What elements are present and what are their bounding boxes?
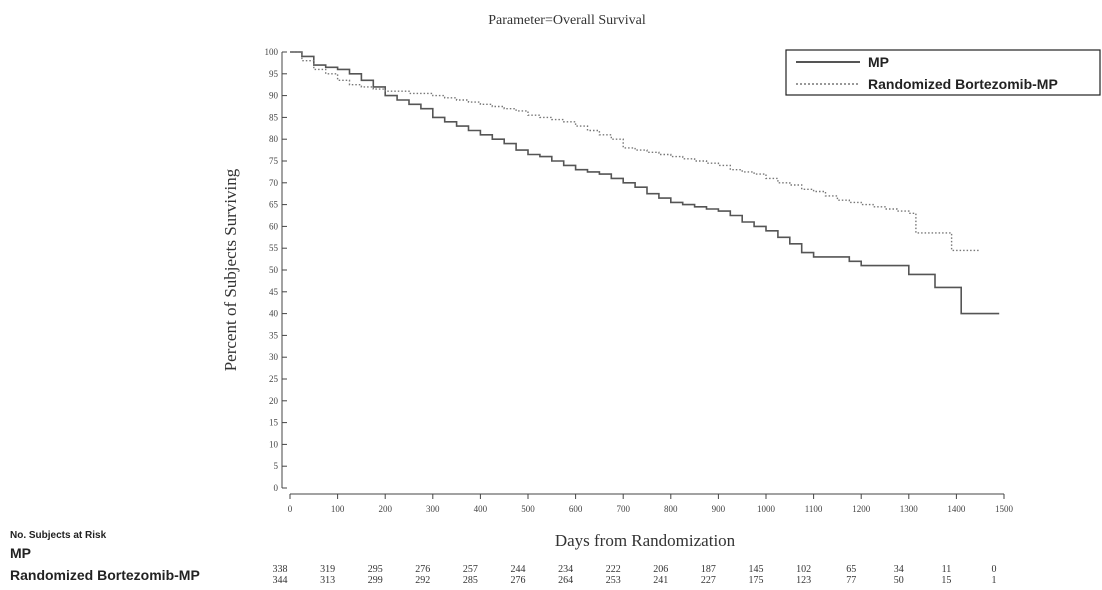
y-tick-label: 15 — [269, 418, 279, 428]
y-tick-label: 85 — [269, 112, 279, 122]
legend-label-mp: MP — [868, 54, 889, 70]
risk-value: 253 — [606, 575, 621, 586]
x-tick-label: 1200 — [852, 504, 871, 514]
y-tick-label: 95 — [269, 69, 279, 79]
risk-value: 1 — [992, 575, 997, 586]
x-tick-label: 500 — [521, 504, 535, 514]
risk-value: 0 — [992, 564, 997, 575]
risk-value: 65 — [846, 564, 856, 575]
risk-values: 338 319 295 276 257 244 234 222 206 187 145 102 65 34… — [273, 564, 997, 586]
plot-lines — [290, 51, 1000, 315]
y-tick-label: 60 — [269, 221, 279, 231]
y-axis: 0 5 10 15 20 25 30 35 40 45 50 55 60 65 70 75 80 85 90 95 10… — [265, 47, 287, 493]
risk-row-label-vmp: Randomized Bortezomib-MP — [10, 567, 200, 583]
risk-value: 222 — [606, 564, 621, 575]
risk-value: 15 — [941, 575, 951, 586]
risk-value: 264 — [558, 575, 573, 586]
risk-value: 34 — [894, 564, 904, 575]
chart-title: Parameter=Overall Survival — [488, 13, 646, 28]
risk-value: 292 — [415, 575, 430, 586]
legend-box — [785, 49, 1101, 96]
y-tick-label: 50 — [269, 265, 279, 275]
y-tick-label: 55 — [269, 243, 279, 253]
y-tick-label: 20 — [269, 396, 279, 406]
risk-value: 257 — [463, 564, 478, 575]
x-tick-label: 900 — [712, 504, 726, 514]
risk-value: 11 — [942, 564, 952, 575]
y-tick-label: 65 — [269, 200, 279, 210]
y-tick-label: 45 — [269, 287, 279, 297]
y-tick-label: 80 — [269, 134, 279, 144]
risk-value: 295 — [368, 564, 383, 575]
risk-value: 299 — [368, 575, 383, 586]
y-tick-label: 25 — [269, 374, 279, 384]
x-tick-label: 200 — [378, 504, 392, 514]
x-tick-label: 400 — [474, 504, 488, 514]
legend: MP Randomized Bortezomib-MP — [785, 49, 1101, 96]
x-tick-label: 700 — [616, 504, 630, 514]
risk-value: 77 — [846, 575, 856, 586]
x-tick-label: 1000 — [757, 504, 776, 514]
risk-value: 206 — [653, 564, 668, 575]
risk-value: 313 — [320, 575, 335, 586]
series-line-1 — [290, 51, 981, 252]
legend-label-vmp: Randomized Bortezomib-MP — [868, 76, 1058, 92]
risk-value: 234 — [558, 564, 573, 575]
x-tick-label: 800 — [664, 504, 678, 514]
risk-value: 276 — [415, 564, 430, 575]
x-tick-label: 600 — [569, 504, 583, 514]
risk-value: 285 — [463, 575, 478, 586]
x-tick-label: 1100 — [805, 504, 823, 514]
risk-value: 244 — [511, 564, 526, 575]
y-tick-label: 10 — [269, 439, 279, 449]
risk-value: 276 — [511, 575, 526, 586]
risk-value: 50 — [894, 575, 904, 586]
risk-value: 227 — [701, 575, 716, 586]
risk-value: 319 — [320, 564, 335, 575]
risk-value: 102 — [796, 564, 811, 575]
y-tick-label: 35 — [269, 330, 279, 340]
y-tick-label: 0 — [274, 483, 279, 493]
x-tick-label: 100 — [331, 504, 345, 514]
x-axis: 0 100 200 300 400 500 600 700 800 900 1000 1100 1200… — [288, 493, 1014, 514]
risk-value: 187 — [701, 564, 716, 575]
y-axis-label: Percent of Subjects Surviving — [221, 168, 240, 371]
x-axis-label: Days from Randomization — [555, 531, 736, 550]
x-tick-label: 0 — [288, 504, 293, 514]
risk-value: 175 — [749, 575, 764, 586]
x-tick-label: 300 — [426, 504, 440, 514]
y-tick-label: 5 — [274, 461, 279, 471]
risk-row-label-mp: MP — [10, 545, 31, 561]
x-tick-label: 1400 — [947, 504, 966, 514]
y-tick-label: 30 — [269, 352, 279, 362]
y-tick-label: 90 — [269, 91, 279, 101]
y-tick-label: 40 — [269, 309, 279, 319]
x-tick-label: 1300 — [900, 504, 919, 514]
risk-value: 241 — [653, 575, 668, 586]
risk-value: 145 — [749, 564, 764, 575]
risk-value: 338 — [273, 564, 288, 575]
x-tick-label: 1500 — [995, 504, 1014, 514]
risk-table: No. Subjects at Risk MP Randomized Borte… — [10, 530, 997, 586]
risk-table-heading: No. Subjects at Risk — [10, 530, 107, 541]
y-tick-label: 100 — [265, 47, 279, 57]
risk-value: 123 — [796, 575, 811, 586]
series-line-0 — [290, 51, 1000, 315]
risk-value: 344 — [273, 575, 288, 586]
y-tick-label: 70 — [269, 178, 279, 188]
y-tick-label: 75 — [269, 156, 279, 166]
